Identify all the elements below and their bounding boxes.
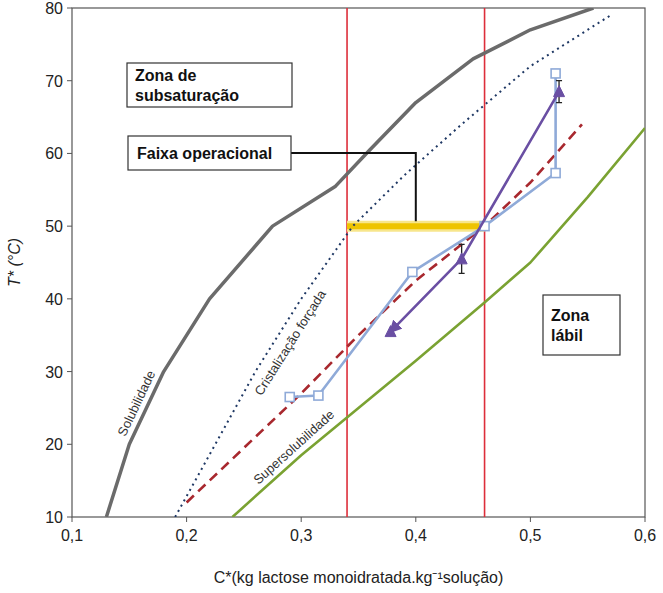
marker bbox=[456, 253, 467, 264]
series-line bbox=[106, 8, 593, 517]
series-line bbox=[290, 73, 556, 397]
operating-range-label: Faixa operacional bbox=[137, 145, 272, 162]
operating-range bbox=[347, 223, 485, 229]
operating-range-connector bbox=[291, 153, 416, 221]
y-tick-label: 50 bbox=[45, 218, 63, 235]
y-tick-label: 30 bbox=[45, 364, 63, 381]
x-tick-label: 0,1 bbox=[61, 527, 83, 544]
y-tick bbox=[67, 371, 72, 372]
marker bbox=[551, 169, 560, 178]
y-tick-label: 70 bbox=[45, 73, 63, 90]
curve-label: Supersolubilidade bbox=[250, 407, 337, 487]
y-tick bbox=[67, 517, 72, 518]
series-line bbox=[187, 124, 582, 502]
zone-annotation-box bbox=[127, 63, 292, 107]
plot-frame bbox=[72, 8, 645, 517]
marker bbox=[554, 86, 565, 97]
y-axis-title: T* (°C) bbox=[6, 238, 23, 287]
y-tick bbox=[67, 226, 72, 227]
zone-annotation-text: Zona de bbox=[135, 67, 196, 84]
zone-annotation-box bbox=[543, 295, 620, 355]
marker bbox=[385, 326, 396, 337]
zone-annotation-text: lábil bbox=[551, 327, 583, 344]
y-tick bbox=[67, 153, 72, 154]
chart: 0,1 0,2 0,3 0,4 0,5 0,6 10 20 30 40 50 60 70 80 C*(kg … bbox=[0, 0, 663, 593]
marker bbox=[314, 391, 323, 400]
series-line bbox=[232, 128, 645, 517]
y-tick-label: 40 bbox=[45, 291, 63, 308]
zone-annotation-text: Zona bbox=[551, 307, 589, 324]
operating-range-glow bbox=[347, 221, 485, 232]
page: 0,1 0,2 0,3 0,4 0,5 0,6 10 20 30 40 50 60 70 80 C*(kg … bbox=[0, 0, 663, 593]
x-tick-label: 0,4 bbox=[405, 527, 427, 544]
operating-range-box bbox=[128, 136, 291, 170]
curve-label: Cristalização forçada bbox=[251, 287, 329, 398]
x-tick bbox=[301, 517, 302, 522]
y-tick bbox=[67, 8, 72, 9]
x-tick-label: 0,3 bbox=[290, 527, 312, 544]
y-tick bbox=[67, 298, 72, 299]
y-tick-label: 20 bbox=[45, 436, 63, 453]
reference-line bbox=[346, 8, 348, 517]
y-tick-label: 60 bbox=[45, 145, 63, 162]
x-tick-label: 0,6 bbox=[634, 527, 656, 544]
x-tick bbox=[186, 517, 187, 522]
y-tick bbox=[67, 80, 72, 81]
curve-label: Solubilidade bbox=[115, 368, 159, 438]
x-tick bbox=[415, 517, 416, 522]
x-tick bbox=[530, 517, 531, 522]
y-tick-label: 80 bbox=[45, 0, 63, 17]
y-tick-label: 10 bbox=[45, 509, 63, 526]
reference-line bbox=[484, 8, 486, 517]
marker bbox=[408, 267, 417, 276]
marker bbox=[551, 69, 560, 78]
x-axis-title: C*(kg lactose monoidratada.kg⁻¹solução) bbox=[214, 569, 504, 586]
y-tick bbox=[67, 444, 72, 445]
x-tick bbox=[645, 517, 646, 522]
x-tick-label: 0,2 bbox=[175, 527, 197, 544]
x-tick-label: 0,5 bbox=[519, 527, 541, 544]
zone-annotation-text: subsaturação bbox=[135, 87, 239, 104]
x-tick bbox=[72, 517, 73, 522]
marker bbox=[285, 393, 294, 402]
series-group bbox=[106, 8, 645, 517]
